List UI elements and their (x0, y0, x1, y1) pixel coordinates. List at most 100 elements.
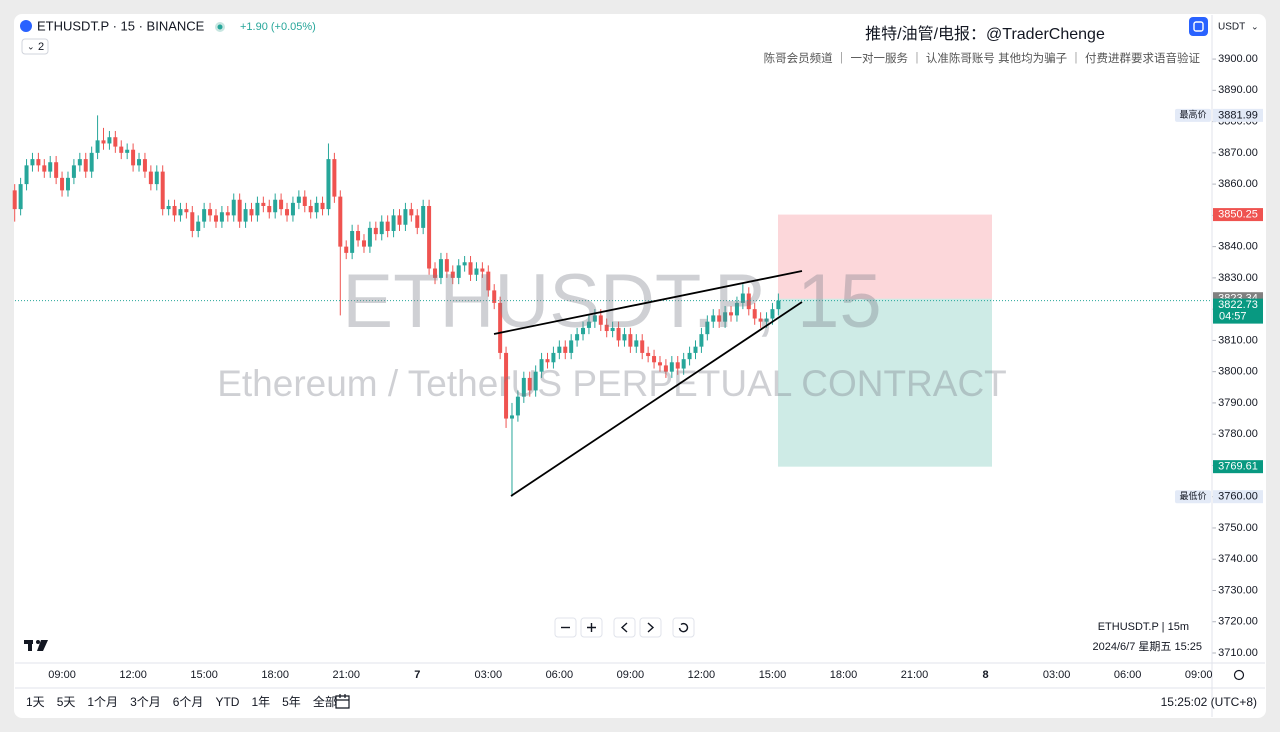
range-button[interactable]: 全部 (313, 694, 337, 709)
low-price-tag: 3760.00 (1218, 491, 1258, 503)
candle-body (225, 212, 230, 216)
x-tick-label: 7 (414, 669, 420, 681)
candle-body (101, 140, 106, 144)
candle-body (89, 152, 94, 172)
candle-body (367, 227, 372, 247)
candle-body (24, 165, 29, 185)
candle-body (391, 215, 396, 231)
candle-body (421, 205, 426, 228)
goto-date-icon[interactable] (335, 694, 350, 709)
candle-body (131, 149, 136, 166)
candle-body (723, 312, 728, 322)
y-tick-label: 3730.00 (1218, 584, 1258, 596)
currency[interactable]: USDT (1218, 22, 1245, 33)
candle-body (125, 149, 130, 153)
legend-datetime: 2024/6/7 星期五 15:25 (1093, 640, 1202, 653)
range-button[interactable]: 1年 (251, 695, 270, 709)
scroll-right-icon (647, 622, 655, 633)
target-price-tag: 3769.61 (1218, 461, 1258, 473)
candle-body (202, 209, 207, 222)
candle-body (290, 202, 295, 216)
candle-body (504, 352, 509, 419)
x-tick-label: 09:00 (617, 669, 645, 681)
candle-body (65, 177, 70, 191)
range-button[interactable]: 1天 (26, 695, 45, 709)
candle-body (60, 177, 65, 191)
candle-body (758, 318, 763, 322)
footer: 1天 5天 1个月 3个月 6个月 YTD 1年 5年 全部 (26, 694, 337, 709)
candle-body (148, 171, 153, 185)
indicator-toggle[interactable] (21, 38, 49, 55)
candle-body (18, 184, 23, 210)
candle-body (450, 271, 455, 278)
candle-body (734, 302, 739, 316)
scroll-left-button[interactable] (613, 617, 636, 638)
candle-body (474, 268, 479, 275)
range-button[interactable]: 1个月 (87, 695, 118, 709)
candle-body (154, 171, 159, 185)
candle-body (598, 315, 603, 325)
tv-logo (24, 640, 48, 651)
candle-body (48, 162, 53, 172)
candle-body (385, 221, 390, 231)
candle-body (397, 215, 402, 225)
candle-body (320, 202, 325, 210)
axis-settings[interactable] (1233, 669, 1245, 681)
y-tick-label: 3800.00 (1218, 366, 1258, 378)
compare-icon (1193, 21, 1204, 32)
candle-body (729, 312, 734, 316)
promo-line: 陈哥会员频道 ｜ 一对一服务 ｜ 认准陈哥账号 其他均为骗子 ｜ 付费进群要求语… (764, 51, 1201, 65)
candle-body (569, 340, 574, 353)
candle-body (296, 196, 301, 203)
candle-body (243, 209, 248, 222)
candle-body (456, 265, 461, 278)
symbol-icon (20, 20, 32, 32)
candle-body (640, 340, 645, 353)
candle-body (687, 352, 692, 360)
candle-body (314, 202, 319, 213)
candle-body (326, 159, 331, 210)
candle-body (592, 315, 597, 322)
candle-body (178, 209, 183, 216)
x-tick-label: 06:00 (1114, 669, 1142, 681)
candle-body (95, 140, 100, 153)
range-button[interactable]: YTD (215, 695, 239, 709)
candle-body (628, 334, 633, 347)
reset-button[interactable] (672, 617, 695, 638)
candle-body (77, 159, 82, 166)
scroll-right-button[interactable] (639, 617, 662, 638)
candle-body (533, 371, 538, 391)
candle-body (468, 262, 473, 275)
candle-body (509, 415, 514, 419)
candle-body (634, 340, 639, 347)
candle-body (515, 396, 520, 416)
candle-body (137, 159, 142, 166)
candle-body (373, 227, 378, 235)
candle-body (616, 327, 621, 341)
last-price-tag: 3822.73 (1218, 299, 1258, 311)
range-button[interactable]: 5天 (57, 695, 76, 709)
candle-body (166, 205, 171, 210)
low-label: 最低价 (1179, 490, 1206, 501)
range-button[interactable]: 3个月 (130, 695, 161, 709)
candle-body (249, 209, 254, 216)
x-tick-label: 09:00 (48, 669, 76, 681)
candle-body (521, 377, 526, 397)
x-tick-label: 12:00 (119, 669, 147, 681)
candle-body (669, 362, 674, 372)
range-button[interactable]: 5年 (282, 695, 301, 709)
y-tick-label: 3750.00 (1218, 522, 1258, 534)
range-button[interactable]: 6个月 (173, 695, 204, 709)
candle-body (646, 352, 651, 357)
candle-body (213, 215, 218, 222)
candle-body (581, 327, 586, 335)
candle-body (356, 231, 361, 241)
stop-price-tag-bg (1213, 208, 1263, 222)
compare-button[interactable] (1189, 17, 1208, 36)
symbol-title[interactable]: ETHUSDT.P · 15 · BINANCE (37, 18, 205, 33)
candle-body (119, 146, 124, 153)
candle-body (557, 346, 562, 353)
candle-body (208, 209, 213, 216)
candle-body (302, 196, 307, 206)
y-tick-label: 3830.00 (1218, 272, 1258, 284)
